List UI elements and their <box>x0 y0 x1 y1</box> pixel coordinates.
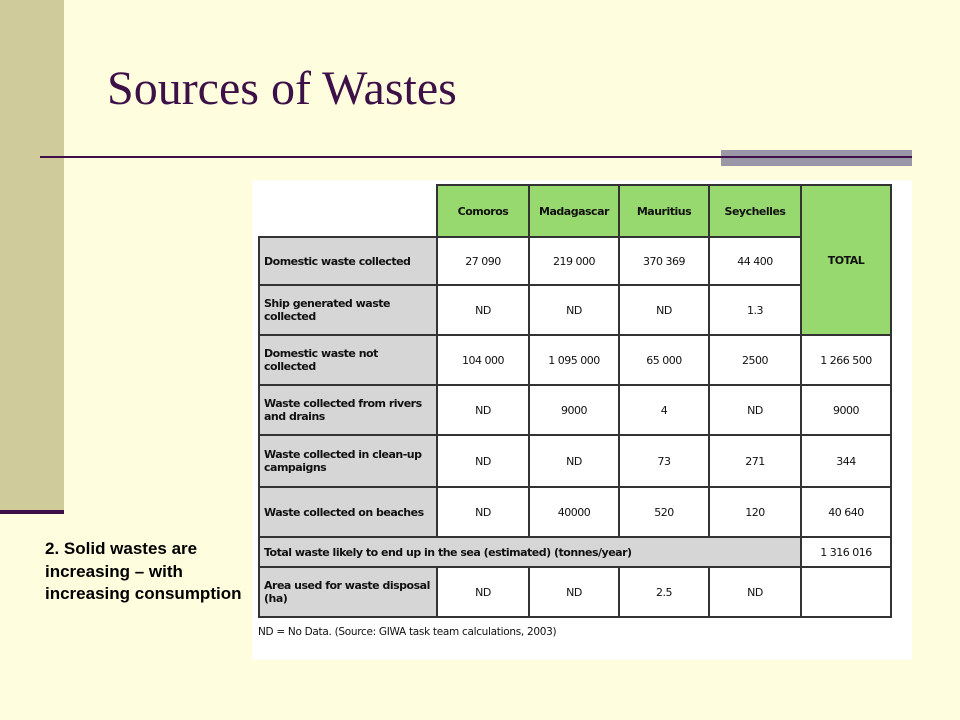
row-label: Waste collected in clean-up campaigns <box>258 434 438 488</box>
table-row: Waste collected in clean-up campaigns ND… <box>258 434 892 488</box>
scan-artifact-mark: . <box>830 178 833 189</box>
waste-table: Comoros Madagascar Mauritius Seychelles … <box>258 184 892 618</box>
col-header-madagascar: Madagascar <box>528 184 620 238</box>
table-cell: 1 095 000 <box>528 334 620 386</box>
table-cell: 40000 <box>528 486 620 538</box>
col-header-total: TOTAL <box>800 184 892 336</box>
slide-title: Sources of Wastes <box>107 62 457 115</box>
table-cell: 4 <box>618 384 710 436</box>
table-cell: 344 <box>800 434 892 488</box>
table-row: Total waste likely to end up in the sea … <box>258 536 892 568</box>
table-cell: ND <box>528 566 620 618</box>
table-cell: 271 <box>708 434 802 488</box>
row-label: Total waste likely to end up in the sea … <box>258 536 802 568</box>
table-cell: ND <box>436 566 530 618</box>
table-cell: ND <box>528 284 620 336</box>
table-cell: 44 400 <box>708 236 802 286</box>
table-cell: 2.5 <box>618 566 710 618</box>
left-accent-bar-cap <box>0 510 64 514</box>
title-underline-accent <box>721 150 912 166</box>
table-cell: 104 000 <box>436 334 530 386</box>
table-cell: ND <box>708 384 802 436</box>
table-cell: 520 <box>618 486 710 538</box>
table-cell: 73 <box>618 434 710 488</box>
table-cell <box>800 566 892 618</box>
table-cell: 219 000 <box>528 236 620 286</box>
row-label: Domestic waste not collected <box>258 334 438 386</box>
col-header-mauritius: Mauritius <box>618 184 710 238</box>
table-row: Domestic waste not collected 104 000 1 0… <box>258 334 892 386</box>
table-cell: ND <box>436 384 530 436</box>
table-cell: 9000 <box>800 384 892 436</box>
table-row: Waste collected on beaches ND 40000 520 … <box>258 486 892 538</box>
table-cell: 40 640 <box>800 486 892 538</box>
table-cell: ND <box>436 284 530 336</box>
row-label: Waste collected on beaches <box>258 486 438 538</box>
table-cell: 120 <box>708 486 802 538</box>
table-row: Area used for waste disposal (ha) ND ND … <box>258 566 892 618</box>
slide-caption: 2. Solid wastes are increasing – with in… <box>45 539 242 604</box>
table-cell: ND <box>708 566 802 618</box>
waste-table-image: . Comoros Madagascar Mauritius Seychelle… <box>252 178 912 660</box>
table-row: Waste collected from rivers and drains N… <box>258 384 892 436</box>
table-cell: 1 266 500 <box>800 334 892 386</box>
col-header-comoros: Comoros <box>436 184 530 238</box>
table-cell: 65 000 <box>618 334 710 386</box>
table-header-row: Comoros Madagascar Mauritius Seychelles … <box>259 184 892 336</box>
row-label: Area used for waste disposal (ha) <box>258 566 438 618</box>
left-accent-bar <box>0 0 64 510</box>
table-cell: 1 316 016 <box>800 536 892 568</box>
table-cell: 1.3 <box>708 284 802 336</box>
table-cell: ND <box>618 284 710 336</box>
table-cell: 370 369 <box>618 236 710 286</box>
table-cell: ND <box>528 434 620 488</box>
table-cell: 2500 <box>708 334 802 386</box>
table-row: Ship generated waste collected ND ND ND … <box>258 284 891 336</box>
table-cell: 27 090 <box>436 236 530 286</box>
table-cell: 9000 <box>528 384 620 436</box>
row-label: Waste collected from rivers and drains <box>258 384 438 436</box>
table-row: Domestic waste collected 27 090 219 000 … <box>258 236 891 286</box>
col-header-seychelles: Seychelles <box>708 184 802 238</box>
title-underline <box>40 156 912 158</box>
table-cell: ND <box>436 486 530 538</box>
row-label: Domestic waste collected <box>258 236 438 286</box>
table-cell: ND <box>436 434 530 488</box>
row-label: Ship generated waste collected <box>258 284 438 336</box>
table-source-note: ND = No Data. (Source: GIWA task team ca… <box>258 626 557 638</box>
